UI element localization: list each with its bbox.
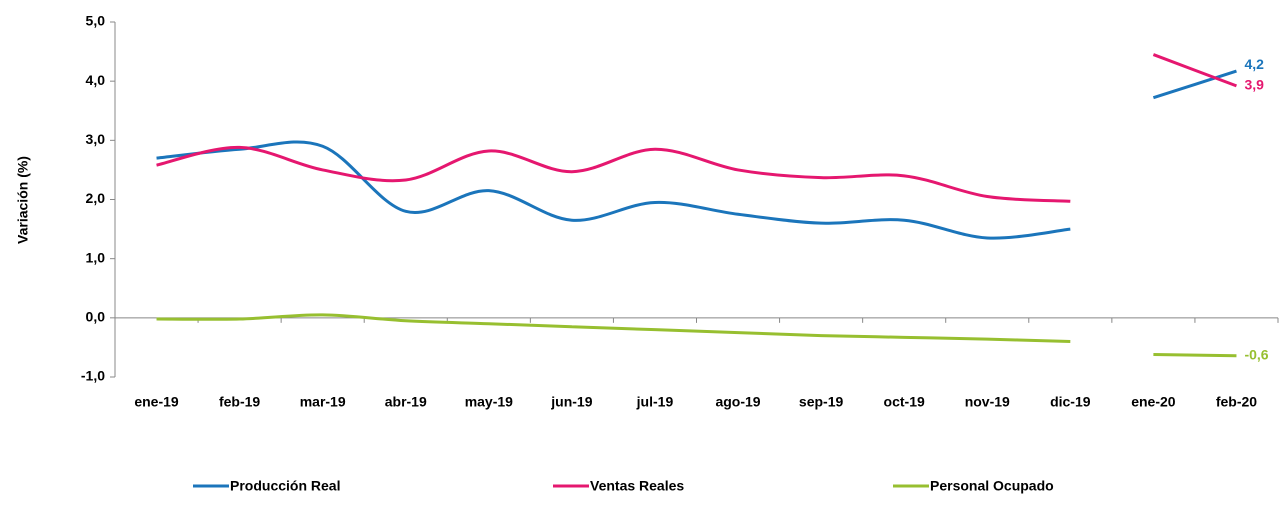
legend-label: Producción Real [230,478,340,494]
y-tick-label: 0,0 [86,309,106,325]
y-tick-label: 4,0 [86,72,106,88]
x-tick-label: mar-19 [300,394,346,410]
series-line [156,313,1071,343]
x-tick-label: nov-19 [965,394,1010,410]
x-tick-label: may-19 [465,394,513,410]
data-label: -0,6 [1244,346,1268,362]
series-line [1153,353,1237,358]
data-label: 3,9 [1244,77,1264,93]
y-tick-label: 3,0 [86,131,106,147]
y-tick-label: -1,0 [81,368,105,384]
x-tick-label: jun-19 [550,394,592,410]
x-tick-label: feb-19 [219,394,260,410]
x-tick-label: ene-20 [1131,394,1176,410]
y-tick-label: 5,0 [86,13,106,29]
x-tick-label: sep-19 [799,394,844,410]
x-tick-label: dic-19 [1050,394,1091,410]
x-tick-label: ene-19 [134,394,179,410]
y-axis-label: Variación (%) [15,156,31,244]
series-line [156,145,1071,203]
x-tick-label: feb-20 [1216,394,1257,410]
series-line [1152,53,1237,88]
x-tick-label: abr-19 [385,394,427,410]
y-tick-label: 2,0 [86,190,106,206]
data-label: 4,2 [1244,56,1264,72]
x-tick-label: oct-19 [884,394,925,410]
legend-label: Ventas Reales [590,478,684,494]
legend-label: Personal Ocupado [930,478,1054,494]
series-line [1152,69,1237,100]
x-tick-label: ago-19 [715,394,760,410]
x-tick-label: jul-19 [636,394,674,410]
series-line [156,140,1071,240]
y-tick-label: 1,0 [86,249,106,265]
